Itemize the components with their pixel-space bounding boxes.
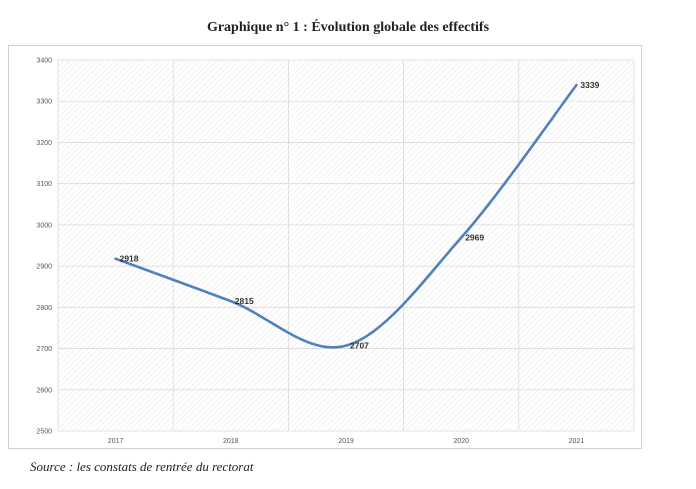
x-tick-label: 2020 <box>453 438 469 445</box>
x-tick-label: 2018 <box>223 438 239 445</box>
y-tick-label: 2600 <box>36 387 52 394</box>
y-tick-label: 3000 <box>36 222 52 229</box>
data-label: 2815 <box>235 296 254 306</box>
y-tick-label: 3300 <box>36 99 52 106</box>
series-line <box>114 83 578 349</box>
source-note: Source : les constats de rentrée du rect… <box>30 459 254 474</box>
data-point <box>114 257 117 260</box>
data-label: 3339 <box>580 80 599 90</box>
data-label: 2918 <box>120 254 139 264</box>
y-tick-label: 3200 <box>36 140 52 147</box>
data-point <box>460 236 463 239</box>
x-tick-label: 2017 <box>108 438 124 445</box>
data-label: 2707 <box>350 341 369 351</box>
data-point <box>344 344 348 347</box>
data-point <box>229 299 232 303</box>
y-tick-label: 2800 <box>36 305 52 312</box>
y-tick-label: 2500 <box>36 429 52 436</box>
y-tick-label: 2700 <box>36 346 52 353</box>
y-tick-label: 2900 <box>36 264 52 271</box>
data-label: 2969 <box>465 233 484 243</box>
x-tick-label: 2019 <box>338 438 354 445</box>
y-tick-label: 3400 <box>36 58 52 65</box>
chart-title: Graphique n° 1 : Évolution globale des e… <box>206 20 490 35</box>
data-point <box>575 83 578 87</box>
y-tick-label: 3100 <box>36 181 52 188</box>
x-tick-label: 2021 <box>569 438 585 445</box>
plot-area-background <box>58 60 634 431</box>
